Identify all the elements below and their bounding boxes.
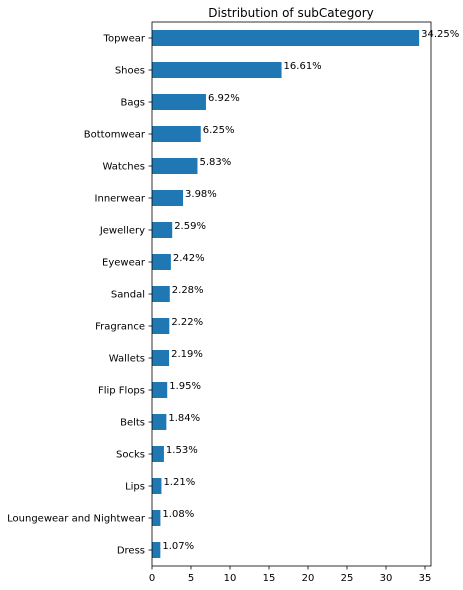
x-tick-label-6: 30 [380, 573, 393, 584]
x-tick-label-0: 0 [149, 573, 155, 584]
bar-11 [152, 382, 168, 398]
x-tick-label-7: 35 [419, 573, 432, 584]
y-tick-label-6: Jewellery [99, 226, 145, 237]
bars-group [152, 30, 420, 558]
data-label-16: 1.07% [162, 541, 194, 552]
data-label-9: 2.22% [171, 317, 203, 328]
data-labels-group: 34.25% 16.61% 6.92% 6.25% 5.83% 3.98% 2.59% 2.4… [162, 29, 459, 552]
x-tick-label-1: 5 [188, 573, 194, 584]
y-tick-label-7: Eyewear [102, 258, 146, 269]
y-tick-label-11: Flip Flops [98, 386, 145, 397]
y-tick-label-0: Topwear [103, 34, 146, 45]
bar-4 [152, 158, 198, 174]
y-tick-label-4: Watches [103, 162, 146, 173]
x-tick-label-3: 15 [263, 573, 276, 584]
data-label-6: 2.59% [174, 221, 206, 232]
y-tick-label-9: Fragrance [95, 322, 145, 333]
bar-15 [152, 510, 161, 526]
bar-7 [152, 254, 171, 270]
data-label-11: 1.95% [169, 381, 201, 392]
data-label-4: 5.83% [199, 157, 231, 168]
data-label-7: 2.42% [173, 253, 205, 264]
bar-2 [152, 94, 206, 110]
data-label-15: 1.08% [162, 509, 194, 520]
bar-13 [152, 446, 164, 462]
plot-frame [151, 21, 432, 567]
y-tick-label-15: Loungewear and Nightwear [7, 514, 146, 525]
y-tick-label-10: Wallets [109, 354, 145, 365]
y-tick-label-1: Shoes [115, 66, 145, 77]
bar-14 [152, 478, 162, 494]
y-tick-label-5: Innerwear [95, 194, 146, 205]
y-tick-label-14: Lips [125, 482, 145, 493]
y-tick-label-3: Bottomwear [84, 130, 146, 141]
chart-title: Distribution of subCategory [208, 6, 374, 20]
y-tick-label-16: Dress [117, 546, 145, 557]
x-axis-ticks: 0 5 10 15 20 25 30 35 [149, 566, 432, 584]
y-tick-label-13: Socks [116, 450, 145, 461]
y-axis-ticks: Topwear Shoes Bags Bottomwear Watches Innerwe… [7, 34, 152, 557]
data-label-8: 2.28% [172, 285, 204, 296]
data-label-3: 6.25% [203, 125, 235, 136]
data-label-1: 16.61% [284, 61, 322, 72]
bar-1 [152, 62, 282, 78]
x-tick-label-5: 25 [341, 573, 354, 584]
bar-10 [152, 350, 170, 366]
y-tick-label-8: Sandal [111, 290, 145, 301]
data-label-5: 3.98% [185, 189, 217, 200]
data-label-13: 1.53% [166, 445, 198, 456]
bar-16 [152, 542, 161, 558]
bar-12 [152, 414, 167, 430]
x-tick-label-2: 10 [224, 573, 237, 584]
x-tick-label-4: 20 [302, 573, 315, 584]
data-label-2: 6.92% [208, 93, 240, 104]
data-label-12: 1.84% [168, 413, 200, 424]
bar-6 [152, 222, 173, 238]
y-tick-label-2: Bags [120, 98, 145, 109]
bar-9 [152, 318, 170, 334]
data-label-10: 2.19% [171, 349, 203, 360]
bar-8 [152, 286, 170, 302]
bar-3 [152, 126, 201, 142]
data-label-14: 1.21% [163, 477, 195, 488]
bar-0 [152, 30, 420, 46]
data-label-0: 34.25% [421, 29, 459, 40]
y-tick-label-12: Belts [120, 418, 145, 429]
bar-5 [152, 190, 184, 206]
